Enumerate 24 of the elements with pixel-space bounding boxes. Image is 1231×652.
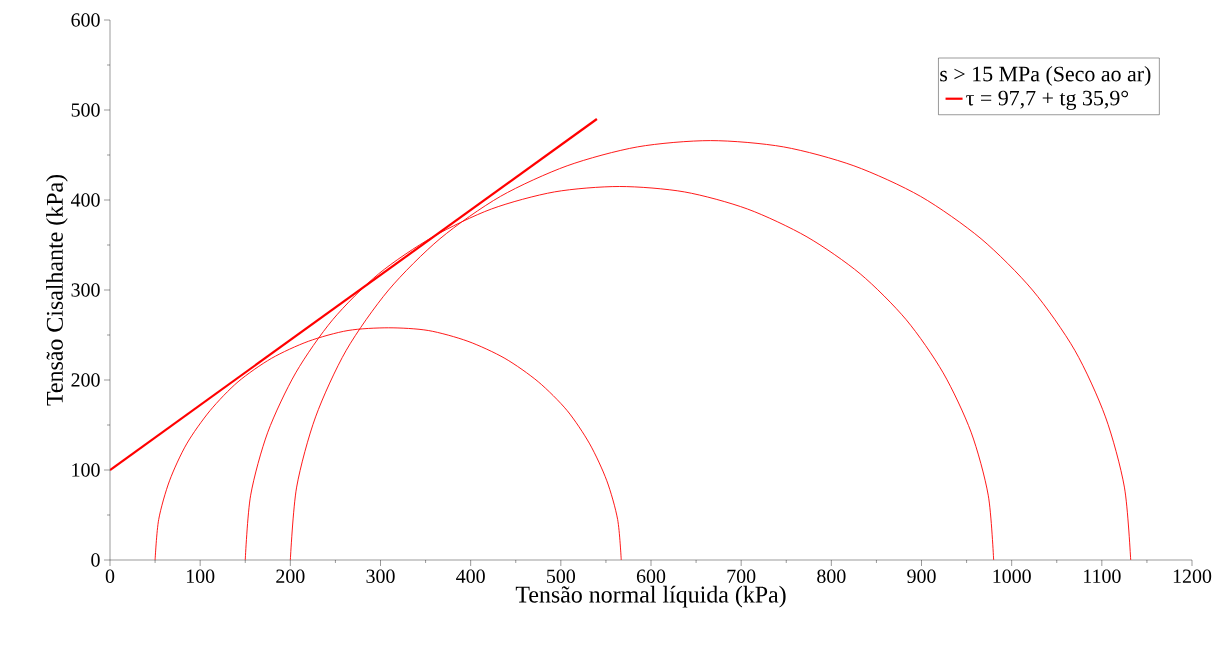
x-tick-label: 700 xyxy=(727,569,756,583)
x-tick-label: 1100 xyxy=(1084,569,1121,583)
x-tick-label: 300 xyxy=(366,569,395,583)
y-tick-label: 200 xyxy=(71,373,100,387)
x-tick-label: 900 xyxy=(907,569,936,583)
y-tick-label: 300 xyxy=(71,283,100,297)
x-axis-title: Tensão normal líquida (kPa) xyxy=(515,585,786,608)
x-tick-label: 800 xyxy=(817,569,846,583)
y-tick-label: 400 xyxy=(70,193,100,207)
legend-label: τ = 97,7 + tg 35,9° xyxy=(966,90,1129,110)
y-tick-label: 600 xyxy=(71,13,100,27)
x-tick-label: 1200 xyxy=(1173,569,1212,583)
y-tick-label: 0 xyxy=(91,553,100,567)
x-tick-label: 600 xyxy=(636,569,666,583)
x-tick-label: 400 xyxy=(456,569,485,583)
y-tick-label: 500 xyxy=(71,103,100,117)
x-tick-label: 100 xyxy=(186,569,215,583)
y-tick-label: 100 xyxy=(72,463,100,477)
x-tick-label: 500 xyxy=(547,569,576,583)
x-tick-label: 1000 xyxy=(993,569,1031,583)
x-tick-label: 0 xyxy=(105,569,115,583)
y-axis-title: Tensão Cisalhante (kPa) xyxy=(46,175,68,406)
x-tick-label: 200 xyxy=(276,569,305,583)
legend-title: s > 15 MPa (Seco ao ar) xyxy=(940,66,1151,86)
